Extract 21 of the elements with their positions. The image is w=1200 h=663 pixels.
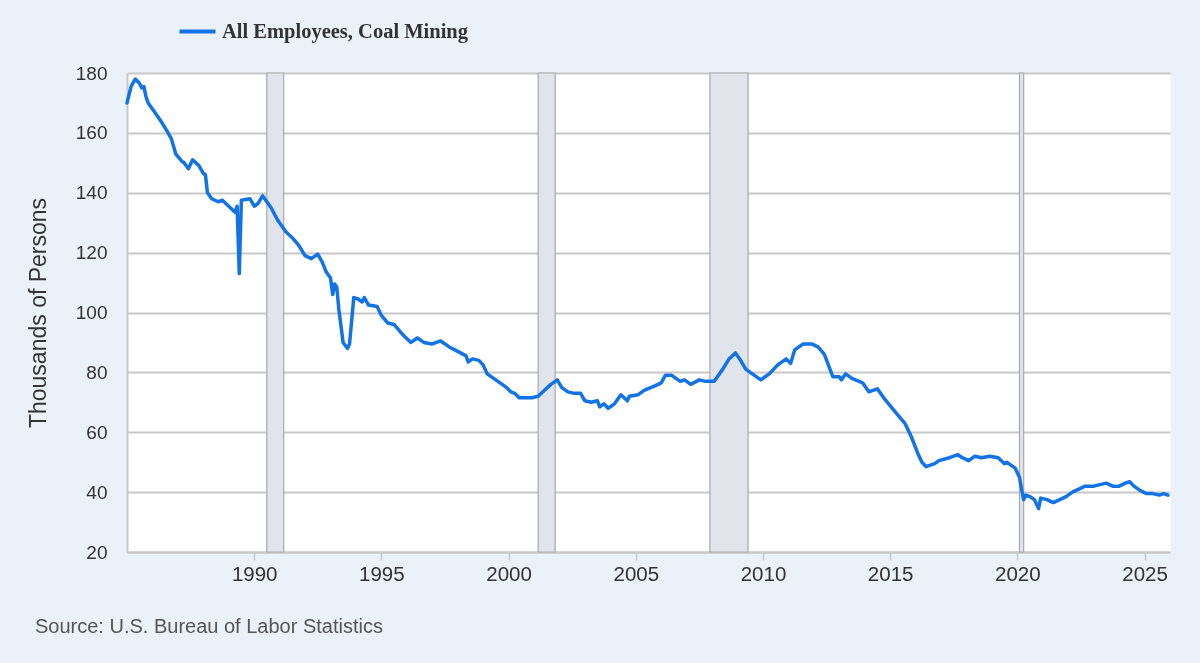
- y-tick-label: 20: [86, 541, 108, 563]
- y-tick-label: 60: [86, 421, 108, 443]
- x-tick-label: 1995: [359, 561, 405, 585]
- x-tick-label: 2000: [486, 561, 532, 585]
- y-tick-label: 40: [86, 481, 108, 503]
- y-tick-label: 100: [75, 302, 108, 323]
- line-series: [125, 77, 1170, 511]
- x-tick-label: 1990: [231, 561, 278, 585]
- y-tick-label: 180: [75, 62, 108, 84]
- x-tick-label: 2020: [995, 561, 1041, 585]
- y-tick-label: 120: [75, 242, 108, 264]
- legend-label: All Employees, Coal Mining: [222, 19, 469, 43]
- x-tick-label: 2010: [740, 561, 787, 585]
- x-tick-label: 2005: [613, 561, 660, 585]
- source-note: Source: U.S. Bureau of Labor Statistics: [35, 615, 383, 637]
- x-tick-label: 2015: [867, 561, 914, 585]
- x-tick-label: 2025: [1122, 561, 1168, 585]
- y-tick-label: 160: [75, 122, 108, 144]
- y-tick-label: 140: [75, 182, 108, 204]
- y-tick-label: 80: [86, 361, 108, 383]
- y-axis-title: Thousands of Persons: [24, 197, 51, 429]
